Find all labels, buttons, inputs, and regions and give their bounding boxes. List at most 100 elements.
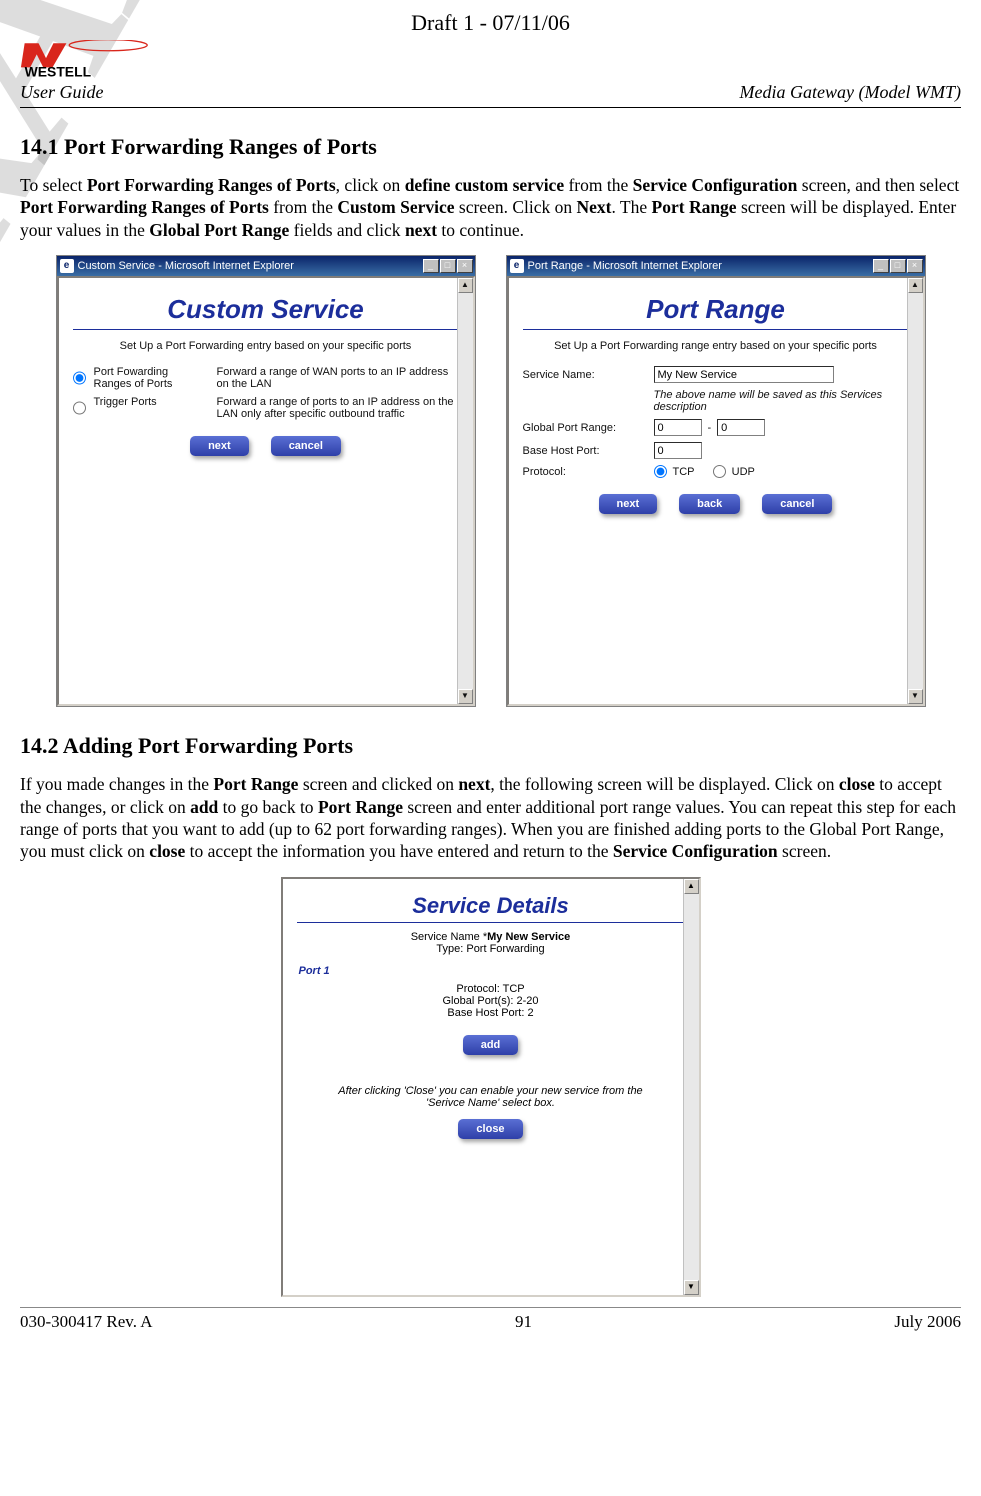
type-line: Type: Port Forwarding <box>297 943 685 955</box>
text-fragment: to go back to <box>218 797 318 817</box>
scroll-down-button[interactable]: ▼ <box>684 1280 699 1295</box>
next-button[interactable]: next <box>599 494 658 514</box>
text-fragment: to accept the information you have enter… <box>185 841 613 861</box>
scroll-down-button[interactable]: ▼ <box>458 689 473 704</box>
scroll-up-button[interactable]: ▲ <box>458 278 473 293</box>
panel-subtitle: Set Up a Port Forwarding range entry bas… <box>523 340 909 352</box>
text-bold: Port Range <box>652 197 737 217</box>
text-bold: close <box>839 774 875 794</box>
next-button[interactable]: next <box>190 436 249 456</box>
section-14-1-heading: 14.1 Port Forwarding Ranges of Ports <box>20 134 961 160</box>
section-14-2-text: If you made changes in the Port Range sc… <box>20 773 961 863</box>
text-bold: Custom Service <box>337 197 454 217</box>
text-bold: Global Port Range <box>149 220 289 240</box>
text-fragment: , click on <box>336 175 405 195</box>
close-button[interactable]: close <box>458 1119 522 1139</box>
scrollbar[interactable]: ▲ ▼ <box>907 278 923 704</box>
cancel-button[interactable]: cancel <box>271 436 341 456</box>
text-fragment: to continue. <box>437 220 524 240</box>
add-button[interactable]: add <box>463 1035 519 1055</box>
user-guide-label: User Guide <box>20 82 150 103</box>
port-range-window: e Port Range - Microsoft Internet Explor… <box>506 255 926 707</box>
scroll-up-button[interactable]: ▲ <box>908 278 923 293</box>
window-titlebar: e Port Range - Microsoft Internet Explor… <box>507 256 925 276</box>
maximize-button[interactable]: □ <box>890 259 906 273</box>
panel-title: Custom Service <box>73 294 459 330</box>
global-port-to-input[interactable] <box>717 419 765 436</box>
text-fragment: , the following screen will be displayed… <box>490 774 838 794</box>
scroll-down-button[interactable]: ▼ <box>908 689 923 704</box>
ie-icon: e <box>510 259 524 273</box>
trigger-ports-radio[interactable] <box>73 396 86 420</box>
text-fragment: To select <box>20 175 87 195</box>
text-fragment: screen, and then select <box>797 175 959 195</box>
draft-header: Draft 1 - 07/11/06 <box>20 10 961 36</box>
minimize-button[interactable]: _ <box>873 259 889 273</box>
window-titlebar: e Custom Service - Microsoft Internet Ex… <box>57 256 475 276</box>
cancel-button[interactable]: cancel <box>762 494 832 514</box>
minimize-button[interactable]: _ <box>423 259 439 273</box>
close-button[interactable]: × <box>457 259 473 273</box>
text-bold: next <box>458 774 490 794</box>
text-fragment: . The <box>612 197 652 217</box>
panel-title: Port Range <box>523 294 909 330</box>
close-button[interactable]: × <box>907 259 923 273</box>
protocol-line: Protocol: TCP <box>297 983 685 995</box>
svg-text:WESTELL: WESTELL <box>25 64 92 80</box>
window-title: Port Range - Microsoft Internet Explorer <box>528 260 722 272</box>
udp-label: UDP <box>732 466 755 478</box>
service-name-label: Service Name: <box>523 369 648 381</box>
text-bold: Port Range <box>213 774 298 794</box>
global-port-from-input[interactable] <box>654 419 702 436</box>
page-header: WESTELL User Guide Media Gateway (Model … <box>20 40 961 108</box>
range-separator: - <box>708 422 712 434</box>
text-fragment: screen and clicked on <box>298 774 458 794</box>
text-fragment: Service Name * <box>411 931 487 943</box>
text-bold: close <box>149 841 185 861</box>
radio-description: Forward a range of WAN ports to an IP ad… <box>217 366 459 390</box>
service-name-input[interactable] <box>654 366 834 383</box>
global-port-range-label: Global Port Range: <box>523 422 648 434</box>
service-name-note: The above name will be saved as this Ser… <box>654 389 909 413</box>
scrollbar[interactable]: ▲ ▼ <box>683 879 699 1295</box>
page-footer: 030-300417 Rev. A 91 July 2006 <box>20 1307 961 1332</box>
back-button[interactable]: back <box>679 494 740 514</box>
text-fragment: fields and click <box>289 220 405 240</box>
westell-logo: WESTELL <box>20 40 150 80</box>
text-fragment: If you made changes in the <box>20 774 213 794</box>
service-name-line: Service Name *My New Service <box>297 931 685 943</box>
text-fragment: screen. Click on <box>455 197 577 217</box>
radio-label: Trigger Ports <box>94 396 209 420</box>
section-14-1-text: To select Port Forwarding Ranges of Port… <box>20 174 961 241</box>
custom-service-window: e Custom Service - Microsoft Internet Ex… <box>56 255 476 707</box>
tcp-radio[interactable] <box>654 465 667 478</box>
text-fragment: from the <box>564 175 633 195</box>
base-host-port-input[interactable] <box>654 442 702 459</box>
text-fragment: screen. <box>778 841 831 861</box>
scroll-up-button[interactable]: ▲ <box>684 879 699 894</box>
section-14-2-heading: 14.2 Adding Port Forwarding Ports <box>20 733 961 759</box>
text-bold: next <box>405 220 437 240</box>
udp-radio[interactable] <box>713 465 726 478</box>
maximize-button[interactable]: □ <box>440 259 456 273</box>
close-note: After clicking 'Close' you can enable yo… <box>326 1085 656 1109</box>
text-bold: add <box>190 797 218 817</box>
text-bold: Service Configuration <box>613 841 778 861</box>
text-fragment: from the <box>269 197 338 217</box>
port-forwarding-radio[interactable] <box>73 366 86 390</box>
radio-label: Port Fowarding Ranges of Ports <box>94 366 209 390</box>
scrollbar[interactable]: ▲ ▼ <box>457 278 473 704</box>
model-label: Media Gateway (Model WMT) <box>740 82 961 103</box>
text-bold: Next <box>577 197 612 217</box>
protocol-label: Protocol: <box>523 466 648 478</box>
text-bold: Service Configuration <box>633 175 798 195</box>
text-bold: Port Range <box>318 797 403 817</box>
text-bold: Port Forwarding Ranges of Ports <box>20 197 269 217</box>
base-host-port-line: Base Host Port: 2 <box>297 1007 685 1019</box>
footer-left: 030-300417 Rev. A <box>20 1312 153 1332</box>
service-details-panel: ▲ ▼ Service Details Service Name *My New… <box>281 877 701 1297</box>
radio-description: Forward a range of ports to an IP addres… <box>217 396 459 420</box>
footer-page-number: 91 <box>515 1312 532 1332</box>
window-title: Custom Service - Microsoft Internet Expl… <box>78 260 294 272</box>
port-header: Port 1 <box>299 965 685 977</box>
